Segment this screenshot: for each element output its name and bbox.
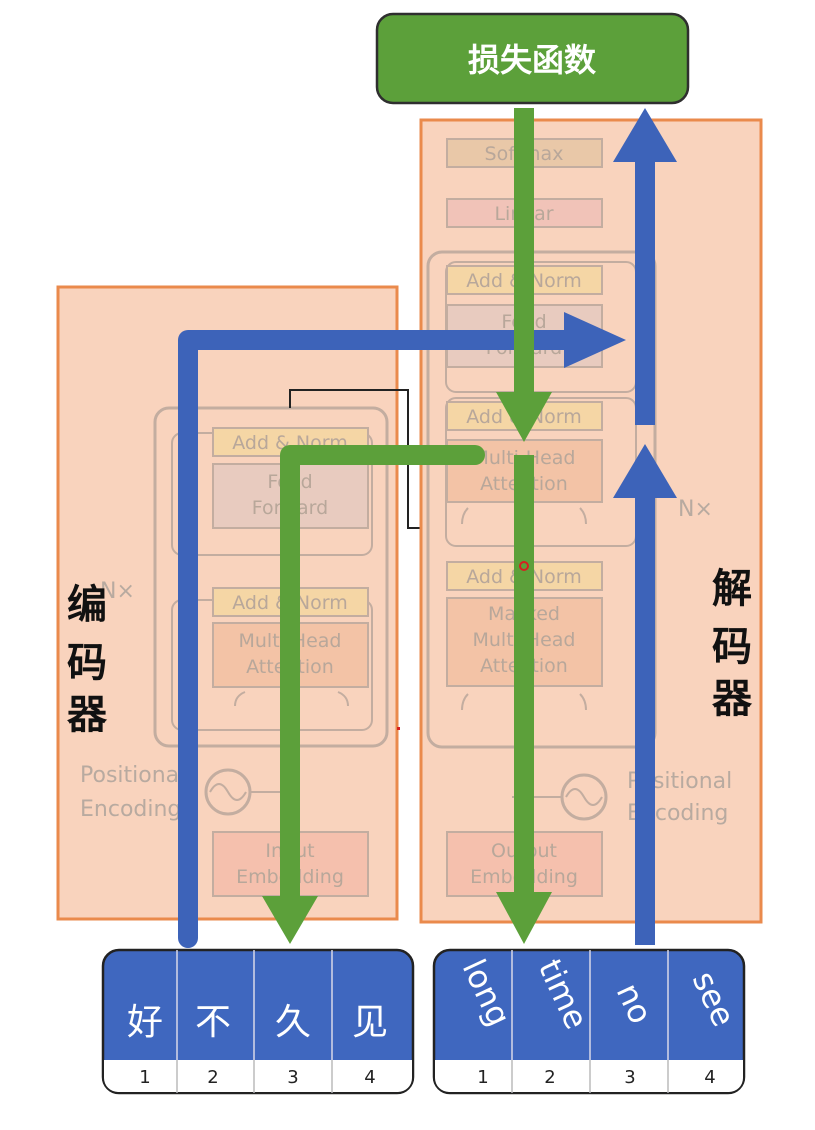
loss-function-box bbox=[375, 12, 690, 105]
decoder-token-index-3: 3 bbox=[624, 1067, 635, 1088]
decoder-side-label-3: 器 bbox=[712, 676, 753, 722]
loss-green-shaft bbox=[514, 108, 534, 398]
decoder-input-shaft bbox=[635, 490, 655, 945]
encoder-green-path bbox=[280, 445, 485, 910]
cursor-marker bbox=[519, 561, 529, 571]
encoder-output-arrowhead bbox=[564, 312, 626, 368]
decoder-token-index-4: 4 bbox=[704, 1067, 715, 1088]
decoder-repeat-label: N× bbox=[678, 497, 713, 522]
encoder-layer-frame bbox=[153, 406, 389, 748]
encoder-token-index-2: 2 bbox=[207, 1067, 218, 1088]
encoder-positional-label-1: Positional bbox=[80, 763, 185, 788]
decoder-token-index-1: 1 bbox=[477, 1067, 488, 1088]
blue-flow-arrows bbox=[178, 108, 677, 948]
encoder-token-1: 好 bbox=[127, 1002, 163, 1043]
encoder-token-2: 不 bbox=[195, 1002, 231, 1043]
encoder-token-box: 好 不 久 见 1 2 3 4 bbox=[101, 948, 415, 1095]
encoder-token-index-3: 3 bbox=[287, 1067, 298, 1088]
encoder-token-index-4: 4 bbox=[364, 1067, 375, 1088]
decoder-output-shaft bbox=[635, 155, 655, 425]
decoder-input-arrowhead bbox=[613, 444, 677, 498]
encoder-token-index-1: 1 bbox=[139, 1067, 150, 1088]
decoder-sine-icon bbox=[560, 773, 608, 821]
decoder-output-arrowhead bbox=[613, 108, 677, 162]
loss-green-arrowhead bbox=[496, 392, 552, 442]
decoder-token-box: long time no see 1 2 3 4 bbox=[432, 948, 746, 1095]
green-flow-arrows bbox=[262, 108, 552, 944]
decoder-side-label-1: 解 bbox=[712, 566, 752, 612]
encoder-side-label-3: 器 bbox=[67, 692, 108, 738]
encoder-panel: Add & Norm Feed Forward Add & Norm Multi… bbox=[56, 285, 399, 921]
encoder-output-arrow bbox=[178, 330, 580, 948]
encoder-positional-label-2: Encoding bbox=[80, 797, 181, 822]
encoder-token-4: 见 bbox=[352, 1002, 388, 1043]
encoder-decoder-connector bbox=[289, 389, 430, 529]
encoder-side-label-1: 编 bbox=[67, 582, 107, 628]
decoder-token-index-2: 2 bbox=[544, 1067, 555, 1088]
red-dot bbox=[397, 727, 400, 730]
decoder-side-label-2: 码 bbox=[712, 624, 752, 670]
decoder-panel: Softmax Linear Add & Norm Feed Forward A… bbox=[419, 118, 763, 924]
encoder-token-3: 久 bbox=[275, 1002, 311, 1043]
encoder-repeat-label: N× bbox=[100, 579, 135, 604]
loss-function-label: 损失函数 bbox=[468, 41, 597, 79]
decoder-green-shaft bbox=[514, 455, 534, 895]
encoder-side-label-2: 码 bbox=[67, 640, 107, 686]
encoder-green-arrowhead bbox=[262, 896, 318, 944]
decoder-green-arrowhead bbox=[496, 892, 552, 944]
